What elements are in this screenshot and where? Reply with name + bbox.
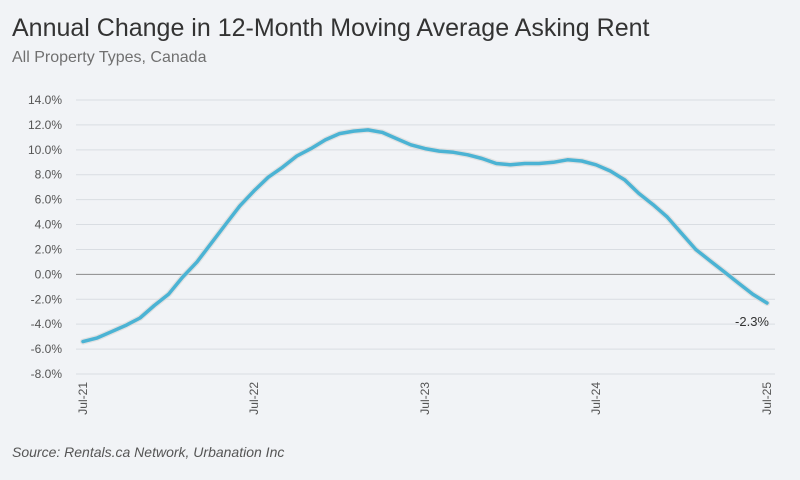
y-tick-label: -4.0% — [31, 317, 63, 331]
y-tick-label: 14.0% — [28, 93, 62, 107]
y-tick-label: 2.0% — [35, 242, 63, 256]
x-tick-label: Jul-22 — [247, 382, 261, 415]
y-tick-label: 4.0% — [35, 218, 63, 232]
series-line-halo — [80, 126, 770, 345]
x-axis-ticks: Jul-21 Jul-22 Jul-23 Jul-24 Jul-25 — [76, 382, 774, 415]
series-line — [81, 128, 769, 344]
y-tick-label: 0.0% — [35, 267, 63, 281]
x-tick-label: Jul-25 — [760, 382, 774, 415]
data-label: -2.3% — [735, 314, 769, 329]
y-tick-label: 6.0% — [35, 193, 63, 207]
x-tick-label: Jul-24 — [589, 382, 603, 415]
annotations: -2.3% — [735, 314, 769, 329]
grid-lines — [76, 99, 775, 375]
x-tick-label: Jul-23 — [418, 382, 432, 415]
y-tick-label: -6.0% — [31, 342, 63, 356]
y-tick-label: 8.0% — [35, 168, 63, 182]
y-tick-label: 12.0% — [28, 118, 62, 132]
y-tick-label: -8.0% — [31, 367, 63, 381]
y-tick-label: -2.0% — [31, 292, 63, 306]
source-note: Source: Rentals.ca Network, Urbanation I… — [12, 444, 285, 460]
chart-title: Annual Change in 12-Month Moving Average… — [12, 14, 650, 42]
x-tick-label: Jul-21 — [76, 382, 90, 415]
series-group — [80, 126, 770, 345]
chart-subtitle: All Property Types, Canada — [12, 49, 207, 66]
y-axis-ticks: 14.0% 12.0% 10.0% 8.0% 6.0% 4.0% 2.0% 0.0% -2.0%… — [28, 93, 62, 381]
y-tick-label: 10.0% — [28, 143, 62, 157]
